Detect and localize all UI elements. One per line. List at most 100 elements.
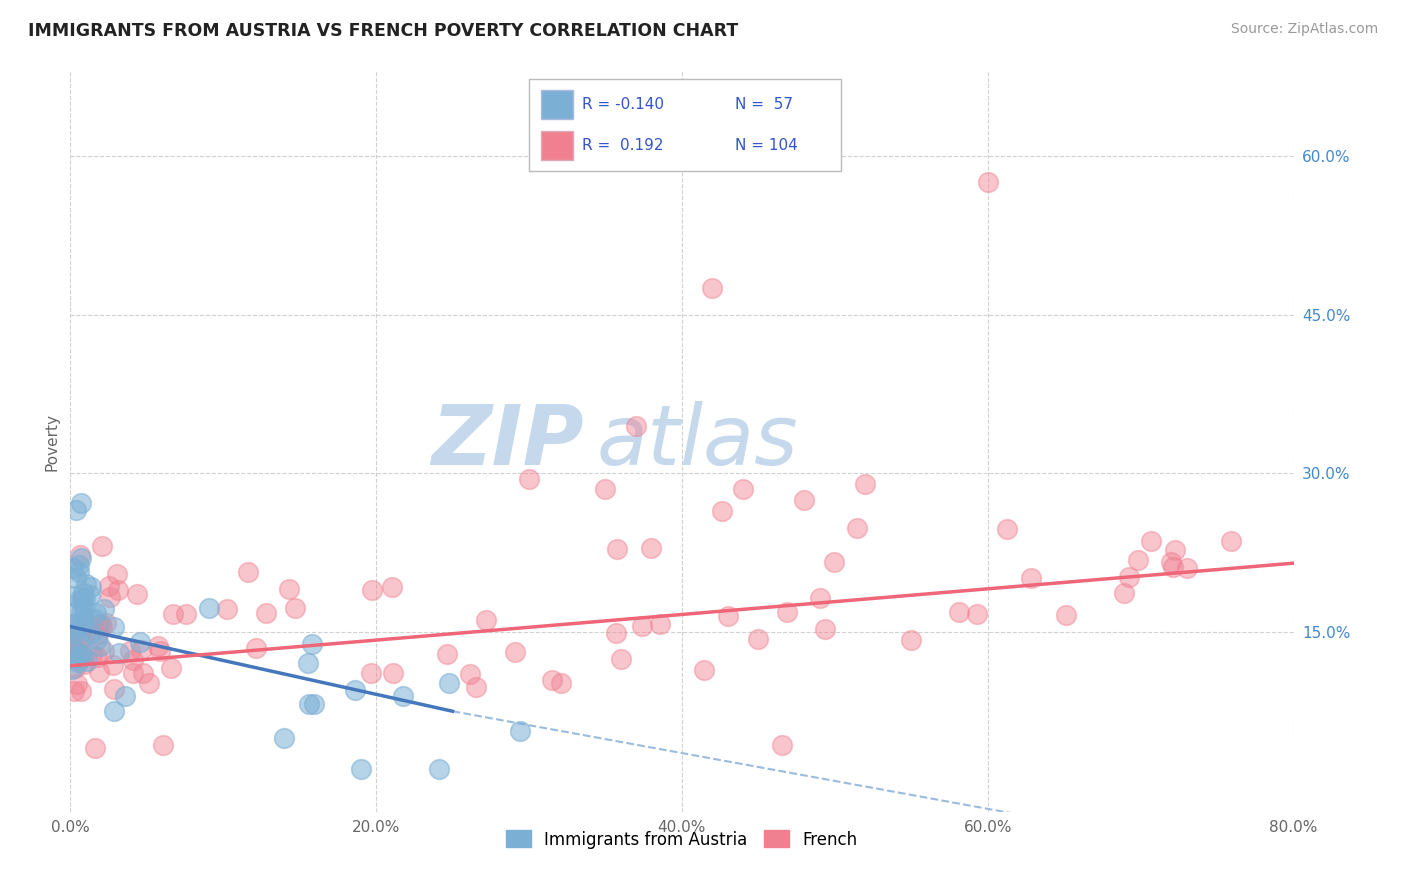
Point	[1054, 607, 1077, 622]
Point	[70, 648, 93, 662]
Point	[474, 614, 496, 628]
Point	[90, 539, 112, 553]
Point	[631, 619, 654, 633]
Point	[129, 643, 152, 657]
Point	[67, 566, 90, 580]
Point	[793, 492, 815, 507]
Point	[129, 634, 152, 648]
Point	[79, 580, 101, 594]
Point	[747, 632, 769, 646]
Point	[108, 647, 131, 661]
Point	[517, 472, 540, 486]
Point	[65, 652, 87, 666]
Point	[93, 601, 115, 615]
Point	[60, 617, 83, 632]
Point	[808, 591, 831, 606]
Point	[63, 651, 86, 665]
Point	[83, 741, 105, 756]
Point	[132, 666, 155, 681]
Point	[595, 482, 617, 496]
Point	[284, 600, 307, 615]
Text: Source: ZipAtlas.com: Source: ZipAtlas.com	[1230, 22, 1378, 37]
Point	[60, 625, 83, 640]
Point	[995, 522, 1018, 536]
Point	[101, 657, 124, 672]
Point	[103, 704, 125, 718]
Point	[79, 618, 101, 632]
Point	[437, 675, 460, 690]
Point	[80, 647, 103, 661]
Point	[640, 154, 662, 169]
Point	[846, 521, 869, 535]
Point	[702, 281, 724, 295]
Point	[107, 566, 129, 581]
Point	[162, 607, 184, 621]
Point	[776, 605, 799, 619]
Y-axis label: Poverty: Poverty	[44, 412, 59, 471]
Point	[87, 665, 110, 679]
Point	[273, 731, 295, 745]
Text: IMMIGRANTS FROM AUSTRIA VS FRENCH POVERTY CORRELATION CHART: IMMIGRANTS FROM AUSTRIA VS FRENCH POVERT…	[28, 22, 738, 40]
Point	[360, 583, 382, 598]
Point	[429, 762, 451, 776]
Point	[301, 637, 323, 651]
Point	[73, 600, 96, 615]
Point	[541, 673, 564, 687]
Point	[97, 579, 120, 593]
Point	[86, 649, 108, 664]
Point	[72, 632, 94, 647]
Point	[63, 626, 86, 640]
Point	[62, 561, 84, 575]
Point	[1118, 570, 1140, 584]
Point	[98, 590, 121, 604]
Point	[236, 565, 259, 579]
Point	[80, 626, 103, 640]
Point	[770, 738, 793, 752]
Point	[122, 653, 145, 667]
Point	[1019, 571, 1042, 585]
Point	[610, 652, 633, 666]
Point	[84, 607, 107, 621]
Point	[67, 634, 90, 648]
Point	[823, 554, 845, 568]
Point	[152, 738, 174, 752]
Point	[640, 541, 662, 555]
Point	[146, 640, 169, 654]
Point	[72, 591, 94, 606]
Point	[103, 619, 125, 633]
Point	[63, 589, 86, 603]
Point	[65, 503, 87, 517]
Text: atlas: atlas	[596, 401, 799, 482]
Point	[814, 622, 837, 636]
Point	[89, 640, 111, 654]
Point	[76, 655, 98, 669]
Point	[70, 684, 93, 698]
Point	[73, 592, 96, 607]
Point	[1219, 533, 1241, 548]
Point	[60, 637, 83, 651]
Point	[465, 680, 488, 694]
Point	[66, 604, 89, 618]
Point	[72, 615, 94, 629]
Point	[65, 571, 87, 585]
Point	[215, 602, 238, 616]
Point	[648, 616, 671, 631]
Point	[138, 675, 160, 690]
Point	[69, 548, 91, 562]
Point	[174, 607, 197, 622]
Point	[73, 607, 96, 622]
Point	[605, 626, 627, 640]
Point	[297, 657, 319, 671]
Text: ZIP: ZIP	[432, 401, 583, 482]
Point	[79, 588, 101, 602]
Point	[606, 542, 628, 557]
Point	[96, 616, 118, 631]
Point	[70, 615, 93, 630]
Point	[63, 622, 86, 636]
Point	[67, 655, 90, 669]
Point	[278, 582, 301, 597]
Point	[118, 644, 141, 658]
Point	[624, 418, 647, 433]
Point	[86, 632, 108, 646]
Point	[75, 577, 97, 591]
